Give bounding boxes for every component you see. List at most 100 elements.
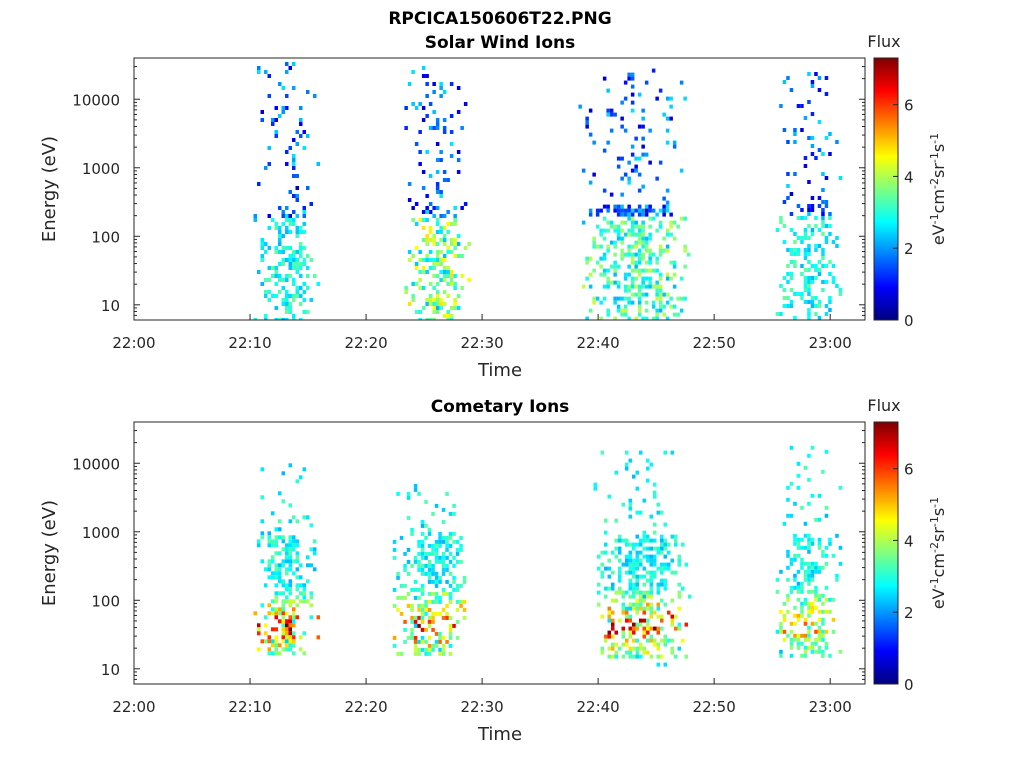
spectrogram-cell	[648, 280, 652, 285]
spectrogram-cell	[632, 626, 636, 631]
spectrogram-cell	[463, 246, 468, 250]
spectrogram-cell	[607, 618, 611, 623]
spectrogram-cell	[800, 272, 804, 276]
spectrogram-cell	[427, 623, 432, 628]
spectrogram-cell	[424, 607, 428, 612]
spectrogram-cell	[821, 264, 825, 268]
spectrogram-cell	[649, 558, 653, 563]
spectrogram-cell	[674, 538, 678, 543]
spectrogram-cell	[407, 258, 412, 262]
spectrogram-cell	[821, 280, 825, 284]
spectrogram-cell	[288, 587, 292, 592]
spectrogram-cell	[630, 168, 635, 173]
spectrogram-cell	[623, 212, 628, 217]
spectrogram-cell	[635, 610, 639, 615]
spectrogram-cell	[417, 567, 421, 572]
spectrogram-cell	[660, 598, 664, 603]
spectrogram-cell	[649, 538, 653, 543]
spectrogram-cell	[428, 266, 433, 270]
spectrogram-cell	[434, 503, 439, 508]
spectrogram-cell	[403, 583, 407, 588]
spectrogram-cell	[421, 286, 426, 290]
spectrogram-cell	[828, 653, 832, 658]
spectrogram-cell	[779, 649, 783, 654]
spectrogram-cell	[803, 288, 808, 292]
y-tick-label: 100	[91, 228, 120, 246]
spectrogram-cell	[271, 571, 275, 576]
spectrogram-cell	[313, 539, 317, 544]
spectrogram-cell	[814, 629, 818, 634]
spectrogram-cell	[281, 234, 285, 238]
spectrogram-cell	[288, 543, 292, 548]
spectrogram-cell	[831, 617, 836, 622]
spectrogram-cell	[623, 312, 628, 317]
spectrogram-cell	[817, 625, 822, 630]
spectrogram-cell	[309, 595, 313, 600]
spectrogram-cell	[295, 266, 299, 270]
spectrogram-cell	[403, 619, 407, 624]
spectrogram-cell	[257, 627, 261, 632]
spectrogram-cell	[644, 300, 649, 305]
spectrogram-cell	[828, 216, 832, 220]
spectrogram-cell	[260, 559, 264, 564]
spectrogram-cell	[432, 242, 436, 246]
y-tick-label: 100	[91, 592, 120, 610]
spectrogram-cell	[281, 214, 285, 218]
spectrogram-cell	[814, 320, 818, 324]
spectrogram-cell	[449, 222, 454, 226]
spectrogram-cell	[637, 260, 642, 265]
spectrogram-cell	[623, 80, 628, 85]
spectrogram-cell	[625, 610, 629, 615]
spectrogram-cell	[442, 90, 447, 94]
spectrogram-cell	[683, 216, 687, 221]
spectrogram-cell	[288, 230, 292, 234]
spectrogram-cell	[278, 262, 282, 266]
spectrogram-cell	[604, 634, 608, 639]
spectrogram-cell	[592, 140, 596, 145]
spectrogram-cell	[662, 204, 666, 209]
spectrogram-cell	[789, 260, 794, 264]
spectrogram-cell	[462, 615, 467, 620]
spectrogram-cell	[824, 561, 829, 566]
spectrogram-cell	[665, 204, 670, 209]
spectrogram-cell	[302, 467, 306, 472]
spectrogram-cell	[641, 212, 645, 217]
spectrogram-cell	[628, 618, 632, 623]
spectrogram-cell	[628, 594, 632, 599]
spectrogram-cell	[793, 252, 797, 256]
spectrogram-cell	[434, 579, 439, 584]
spectrogram-cell	[613, 112, 617, 117]
spectrogram-cell	[299, 226, 303, 230]
spectrogram-cell	[831, 280, 836, 284]
spectrogram-cell	[655, 316, 659, 320]
spectrogram-cell	[392, 635, 397, 640]
spectrogram-cell	[658, 276, 663, 281]
spectrogram-cell	[793, 240, 797, 244]
x-tick-label: 22:10	[228, 698, 271, 716]
spectrogram-cell	[660, 562, 664, 567]
spectrogram-cell	[434, 539, 439, 544]
spectrogram-cell	[623, 272, 628, 277]
spectrogram-cell	[625, 562, 629, 567]
spectrogram-cell	[309, 202, 313, 206]
spectrogram-cell	[435, 122, 440, 126]
spectrogram-cell	[292, 262, 296, 266]
spectrogram-cell	[656, 502, 660, 507]
spectrogram-cell	[260, 535, 264, 540]
spectrogram-cell	[285, 619, 289, 624]
spectrogram-cell	[417, 615, 421, 620]
spectrogram-cell	[292, 571, 296, 576]
spectrogram-cell	[660, 654, 664, 659]
spectrogram-cell	[306, 134, 310, 138]
spectrogram-cell	[660, 534, 664, 539]
spectrogram-cell	[411, 294, 415, 298]
spectrogram-cell	[672, 220, 677, 225]
spectrogram-cell	[800, 208, 804, 212]
spectrogram-cell	[281, 559, 285, 564]
spectrogram-cell	[420, 563, 425, 568]
spectrogram-cell	[281, 210, 285, 214]
spectrogram-cell	[417, 539, 421, 544]
spectrogram-cell	[260, 282, 264, 286]
spectrogram-cell	[431, 511, 435, 516]
spectrogram-cell	[660, 550, 664, 555]
